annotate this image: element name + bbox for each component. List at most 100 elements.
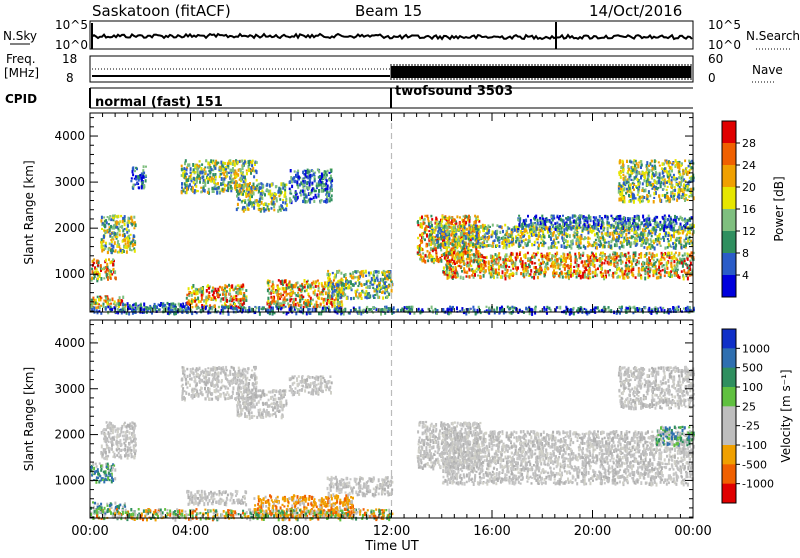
echo-cell [613,237,615,240]
echo-cell [484,264,486,267]
echo-cell [207,162,209,166]
echo-cell [267,289,269,293]
echo-cell [207,180,209,184]
echo-cell [126,228,128,232]
echo-cell [646,247,648,251]
echo-cell [318,282,320,284]
echo-cell [127,241,129,245]
echo-cell [271,183,273,187]
echo-cell [489,244,491,247]
echo-cell [235,298,237,301]
echo-cell [273,303,275,305]
echo-cell [282,294,284,296]
echo-cell [183,167,185,170]
echo-cell [227,187,229,190]
echo-cell [319,200,321,204]
echo-cell [327,294,329,297]
echo-cell [451,233,453,235]
echo-cell [340,296,342,299]
echo-cell [483,260,485,264]
echo-cell [302,296,304,298]
echo-cell [303,193,305,196]
echo-cell [608,274,610,277]
echo-cell [588,271,590,275]
echo-cell [505,277,507,281]
echo-cell [480,225,482,229]
echo-cell [329,273,331,276]
echo-cell [232,169,234,173]
echo-cell [601,232,603,234]
echo-cell [258,190,260,193]
echo-cell [126,250,128,254]
echo-cell [174,304,176,306]
echo-cell [563,242,565,245]
echo-cell [307,176,309,180]
echo-cell [592,276,594,279]
echo-cell [682,232,684,235]
echo-cell [316,293,318,296]
echo-cell [585,267,587,271]
echo-cell [635,259,637,262]
echo-cell [629,257,631,259]
echo-cell [371,284,373,286]
echo-cell [466,258,468,261]
echo-cell [290,289,292,292]
nave-comb [391,64,691,80]
echo-cell [294,180,296,183]
echo-cell [615,241,617,243]
echo-cell [228,172,230,174]
echo-cell [451,223,453,225]
echo-cell [643,246,645,249]
echo-cell [245,299,247,302]
echo-cell [450,275,452,278]
echo-cell [453,260,455,263]
echo-cell [663,238,665,240]
echo-cell [297,196,299,200]
echo-cell [311,182,313,185]
echo-cell [384,281,386,285]
echo-cell [657,276,659,280]
echo-cell [102,305,104,308]
station-title: Saskatoon (fitACF) [92,2,231,20]
echo-cell [123,238,125,241]
echo-cell [567,244,569,246]
echo-cell [436,240,438,244]
echo-cell [381,291,383,294]
echo-cell [600,267,602,270]
freq-tick-top: 18 [62,52,77,66]
echo-cell [357,270,359,273]
echo-cell [592,271,594,274]
echo-cell [500,275,502,279]
echo-cell [436,256,438,260]
echo-cell [644,268,646,271]
echo-cell [297,302,299,304]
echo-cell [96,268,98,271]
echo-cell [187,302,189,305]
echo-cell [494,239,496,242]
echo-cell [463,233,465,235]
echo-cell [676,240,678,242]
echo-cell [214,305,216,307]
echo-cell [677,269,679,271]
echo-cell [201,297,203,301]
echo-cell [616,252,618,256]
echo-cell [188,294,190,297]
echo-cell [376,290,378,292]
echo-cell [555,234,557,237]
echo-cell [576,233,578,236]
echo-cell [582,255,584,257]
echo-cell [595,269,597,271]
echo-cell [570,246,572,249]
echo-cell [423,219,425,222]
echo-cell [610,245,612,247]
echo-cell [352,271,354,275]
echo-cell [622,232,624,236]
echo-cell [335,276,337,279]
echo-cell [208,291,210,294]
echo-cell [501,237,503,240]
echo-cell [687,277,689,281]
echo-cell [492,224,494,227]
echo-cell [460,233,462,237]
echo-cell [484,256,486,258]
echo-cell [196,291,198,294]
